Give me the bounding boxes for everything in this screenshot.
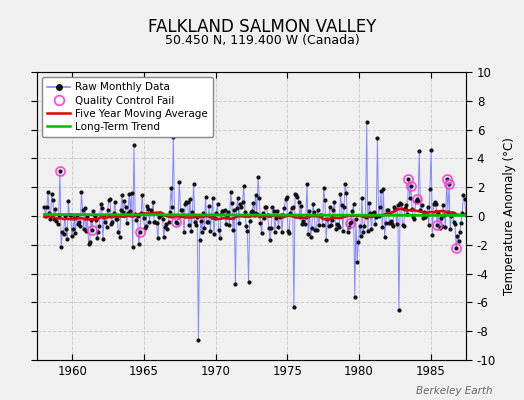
Y-axis label: Temperature Anomaly (°C): Temperature Anomaly (°C)	[503, 137, 516, 295]
Legend: Raw Monthly Data, Quality Control Fail, Five Year Moving Average, Long-Term Tren: Raw Monthly Data, Quality Control Fail, …	[42, 77, 213, 137]
Text: 50.450 N, 119.400 W (Canada): 50.450 N, 119.400 W (Canada)	[165, 34, 359, 47]
Text: FALKLAND SALMON VALLEY: FALKLAND SALMON VALLEY	[148, 18, 376, 36]
Text: Berkeley Earth: Berkeley Earth	[416, 386, 493, 396]
